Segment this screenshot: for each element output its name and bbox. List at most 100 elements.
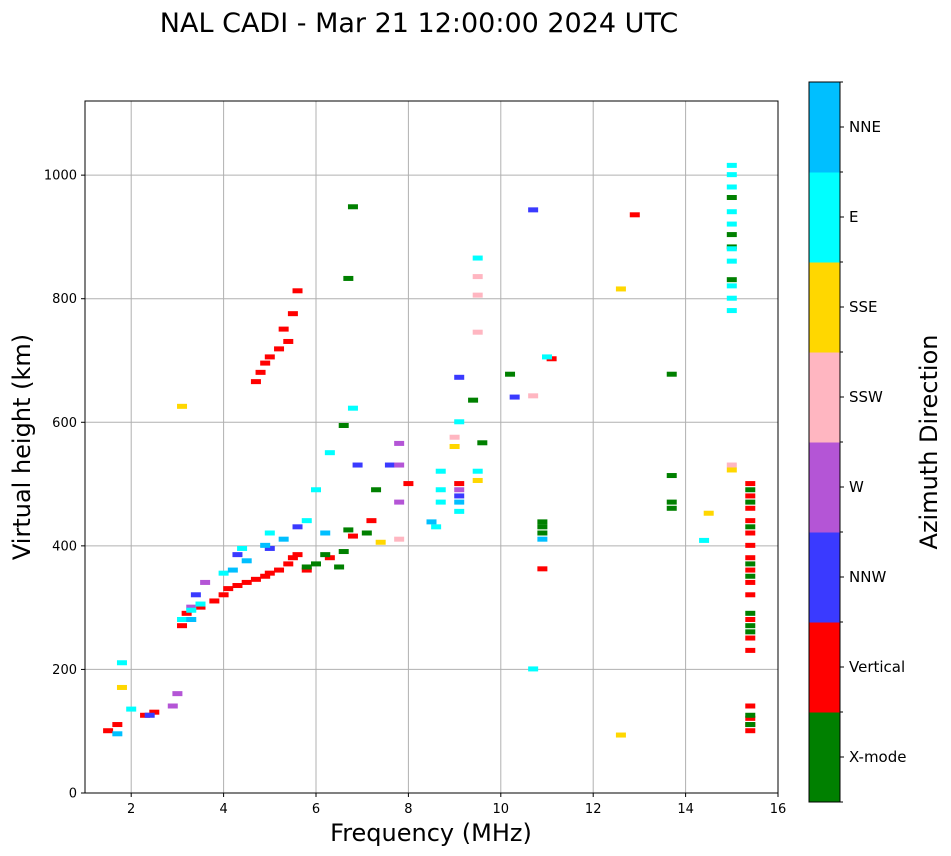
data-point-ssw bbox=[472, 274, 483, 280]
data-point-vertical bbox=[209, 598, 220, 604]
data-point-nne bbox=[112, 731, 123, 737]
data-point-e bbox=[726, 162, 737, 168]
data-point-e bbox=[454, 419, 465, 425]
data-point-nne bbox=[186, 617, 197, 622]
data-point-x-mode bbox=[745, 573, 756, 579]
data-point-vertical bbox=[366, 518, 377, 524]
data-point-e bbox=[726, 184, 737, 190]
data-point-nne bbox=[537, 536, 548, 542]
data-point-e bbox=[301, 518, 312, 524]
y-axis-label: Virtual height (km) bbox=[8, 334, 36, 560]
data-point-vertical bbox=[745, 567, 756, 573]
data-point-vertical bbox=[537, 566, 548, 572]
colorbar-segment bbox=[809, 172, 840, 263]
data-point-x-mode bbox=[343, 275, 354, 281]
data-point-x-mode bbox=[745, 561, 756, 567]
colorbar-segment bbox=[809, 532, 840, 623]
data-point-vertical bbox=[223, 586, 234, 592]
data-point-nnw bbox=[454, 374, 465, 380]
data-point-e bbox=[347, 405, 358, 411]
data-point-w bbox=[454, 487, 465, 493]
data-point-x-mode bbox=[361, 530, 372, 536]
data-point-vertical bbox=[181, 610, 192, 616]
colorbar-segment bbox=[809, 82, 840, 173]
data-point-w bbox=[394, 440, 405, 446]
data-point-vertical bbox=[260, 573, 271, 579]
data-point-x-mode bbox=[666, 371, 677, 377]
data-point-nnw bbox=[292, 524, 303, 530]
data-point-vertical bbox=[745, 542, 756, 548]
data-point-nne bbox=[227, 567, 238, 573]
data-point-e bbox=[726, 258, 737, 264]
data-point-x-mode bbox=[537, 519, 548, 525]
data-point-e bbox=[726, 283, 737, 289]
data-point-ssw bbox=[472, 329, 483, 335]
data-point-w bbox=[167, 703, 178, 709]
data-point-ssw bbox=[528, 393, 539, 399]
data-point-x-mode bbox=[726, 232, 737, 238]
data-point-x-mode bbox=[371, 487, 382, 493]
data-point-w bbox=[186, 604, 197, 610]
data-point-x-mode bbox=[505, 371, 516, 377]
x-axis-label: Frequency (MHz) bbox=[330, 819, 532, 847]
data-point-x-mode bbox=[477, 440, 488, 446]
data-point-vertical bbox=[250, 576, 261, 582]
data-point-x-mode bbox=[311, 561, 321, 567]
data-point-x-mode bbox=[745, 487, 756, 493]
data-point-vertical bbox=[454, 481, 465, 487]
colorbar-tick-label: SSE bbox=[849, 298, 878, 316]
data-point-e bbox=[177, 617, 188, 622]
data-point-w bbox=[394, 499, 405, 505]
data-point-e bbox=[726, 209, 737, 215]
data-point-sse bbox=[449, 444, 460, 449]
data-point-x-mode bbox=[347, 204, 358, 210]
data-point-e bbox=[431, 524, 442, 530]
data-point-vertical bbox=[232, 583, 243, 589]
data-point-e bbox=[472, 468, 483, 474]
data-point-vertical bbox=[745, 728, 756, 734]
data-point-e bbox=[726, 308, 737, 314]
data-point-x-mode bbox=[301, 564, 312, 570]
colorbar-tick-label: W bbox=[849, 478, 864, 496]
data-point-e bbox=[454, 508, 465, 514]
data-point-w bbox=[394, 462, 405, 468]
data-point-x-mode bbox=[726, 277, 737, 283]
data-point-nne bbox=[260, 542, 271, 548]
data-point-nnw bbox=[384, 462, 395, 468]
data-point-vertical bbox=[745, 635, 756, 641]
data-point-x-mode bbox=[745, 524, 756, 530]
y-tick-label: 400 bbox=[52, 539, 77, 554]
y-tick-label: 200 bbox=[52, 663, 77, 678]
y-axis-ticks: 0 200 400 600 800 1000 bbox=[44, 169, 85, 802]
data-point-nne bbox=[241, 558, 252, 564]
data-point-sse bbox=[703, 510, 714, 516]
data-point-vertical bbox=[274, 567, 285, 573]
data-point-x-mode bbox=[745, 712, 756, 718]
data-point-vertical bbox=[274, 346, 285, 352]
data-point-x-mode bbox=[745, 623, 756, 629]
data-point-vertical bbox=[745, 647, 756, 653]
data-point-vertical bbox=[629, 212, 640, 218]
x-tick-label: 16 bbox=[770, 802, 787, 817]
data-point-e bbox=[116, 660, 127, 666]
grid-lines bbox=[85, 101, 779, 794]
data-point-vertical bbox=[324, 555, 335, 561]
data-point-ssw bbox=[449, 434, 460, 440]
data-point-vertical bbox=[255, 369, 266, 375]
data-point-nnw bbox=[352, 462, 363, 468]
x-tick-label: 2 bbox=[127, 802, 135, 817]
data-point-vertical bbox=[287, 311, 298, 317]
data-point-vertical bbox=[745, 518, 756, 524]
data-point-vertical bbox=[112, 722, 123, 728]
data-point-vertical bbox=[241, 579, 252, 585]
colorbar-tick-label: SSW bbox=[849, 388, 883, 406]
colorbar-tick-label: NNE bbox=[849, 118, 881, 136]
data-point-e bbox=[186, 607, 197, 613]
data-point-e bbox=[435, 499, 446, 505]
data-point-e bbox=[699, 537, 710, 543]
data-point-vertical bbox=[745, 592, 756, 598]
data-point-vertical bbox=[745, 493, 756, 499]
data-point-e bbox=[264, 530, 275, 536]
data-point-nne bbox=[454, 499, 465, 505]
